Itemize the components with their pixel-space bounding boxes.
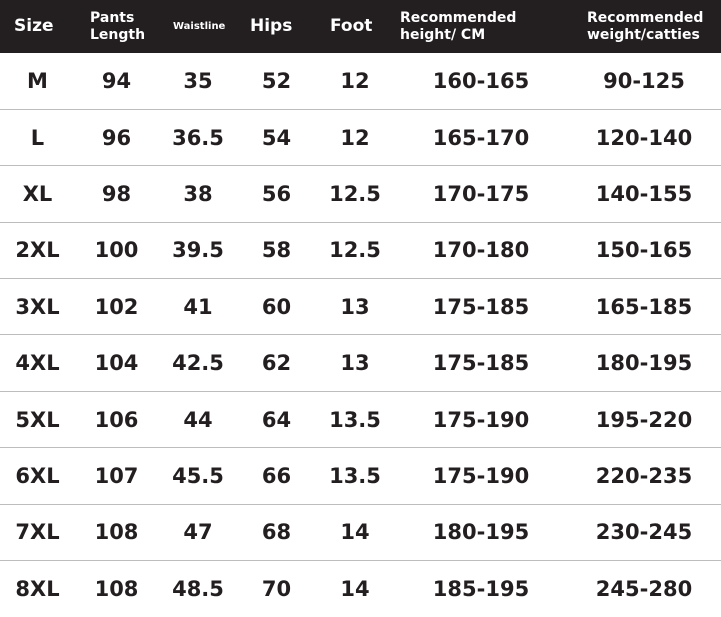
cell-recommended-weight: 120-140 xyxy=(595,125,693,150)
cell-recommended-height: 170-180 xyxy=(432,238,530,263)
cell-foot: 13 xyxy=(340,294,370,319)
cell-recommended-height: 185-195 xyxy=(432,576,530,601)
cell-recommended-height: 175-185 xyxy=(432,351,530,376)
table-row: L 96 36.5 54 12 165-170 120-140 xyxy=(0,109,721,166)
cell-foot: 12.5 xyxy=(329,181,381,206)
cell-size: M xyxy=(27,68,48,93)
cell-waistline: 42.5 xyxy=(172,351,224,376)
cell-foot: 12 xyxy=(340,125,370,150)
cell-size: 7XL xyxy=(15,520,60,545)
header-pants-length: Pants Length xyxy=(90,9,146,43)
cell-waistline: 44 xyxy=(183,407,213,432)
cell-hips: 64 xyxy=(261,407,292,432)
table-row: XL 98 38 56 12.5 170-175 140-155 xyxy=(0,166,721,223)
cell-recommended-weight: 180-195 xyxy=(595,351,693,376)
cell-recommended-weight: 165-185 xyxy=(595,294,693,319)
cell-pants-length: 100 xyxy=(94,238,139,263)
cell-hips: 54 xyxy=(261,125,292,150)
cell-hips: 52 xyxy=(261,68,292,93)
cell-recommended-weight: 140-155 xyxy=(595,181,693,206)
cell-recommended-weight: 245-280 xyxy=(595,576,693,601)
table-row: 2XL 100 39.5 58 12.5 170-180 150-165 xyxy=(0,222,721,279)
table-row: 7XL 108 47 68 14 180-195 230-245 xyxy=(0,504,721,561)
table-row: 4XL 104 42.5 62 13 175-185 180-195 xyxy=(0,335,721,392)
cell-recommended-weight: 220-235 xyxy=(595,463,693,488)
table-row: 8XL 108 48.5 70 14 185-195 245-280 xyxy=(0,561,721,617)
cell-waistline: 38 xyxy=(183,181,213,206)
cell-pants-length: 104 xyxy=(94,351,139,376)
table-row: M 94 35 52 12 160-165 90-125 xyxy=(0,53,721,110)
cell-waistline: 39.5 xyxy=(172,238,224,263)
cell-recommended-height: 165-170 xyxy=(432,125,530,150)
cell-pants-length: 106 xyxy=(94,407,139,432)
cell-foot: 13.5 xyxy=(329,463,381,488)
cell-size: 6XL xyxy=(15,463,60,488)
cell-pants-length: 94 xyxy=(101,68,132,93)
header-size: Size xyxy=(14,16,54,36)
cell-waistline: 45.5 xyxy=(172,463,224,488)
cell-pants-length: 108 xyxy=(94,520,139,545)
table-row: 3XL 102 41 60 13 175-185 165-185 xyxy=(0,279,721,335)
cell-foot: 14 xyxy=(340,520,370,545)
cell-pants-length: 102 xyxy=(94,294,139,319)
table-body: M 94 35 52 12 160-165 90-125 L 96 36.5 54 12 165-170… xyxy=(0,53,721,617)
cell-recommended-weight: 230-245 xyxy=(595,520,693,545)
cell-waistline: 48.5 xyxy=(172,576,224,601)
cell-foot: 13 xyxy=(340,351,370,376)
cell-recommended-height: 170-175 xyxy=(432,181,530,206)
cell-pants-length: 98 xyxy=(101,181,132,206)
cell-hips: 70 xyxy=(261,576,292,601)
header-row: Size Pants Length Waistline Hips Foot Recomme… xyxy=(0,0,721,53)
table-row: 5XL 106 44 64 13.5 175-190 195-220 xyxy=(0,391,721,448)
cell-size: L xyxy=(30,125,45,150)
cell-recommended-weight: 90-125 xyxy=(603,68,685,93)
header-waistline: Waistline xyxy=(173,21,226,32)
header-recommended-height: Recommended height/ CM xyxy=(400,9,517,43)
cell-hips: 56 xyxy=(261,181,292,206)
cell-pants-length: 108 xyxy=(94,576,139,601)
cell-size: 2XL xyxy=(15,238,60,263)
cell-hips: 58 xyxy=(261,238,292,263)
cell-waistline: 47 xyxy=(183,520,213,545)
cell-pants-length: 107 xyxy=(94,463,139,488)
table-row: 6XL 107 45.5 66 13.5 175-190 220-235 xyxy=(0,448,721,505)
cell-recommended-weight: 150-165 xyxy=(595,238,693,263)
cell-size: 4XL xyxy=(15,351,60,376)
cell-recommended-height: 160-165 xyxy=(432,68,530,93)
cell-recommended-height: 175-190 xyxy=(432,463,530,488)
cell-hips: 66 xyxy=(261,463,292,488)
cell-recommended-height: 180-195 xyxy=(432,520,530,545)
header-recommended-weight: Recommended weight/catties xyxy=(587,9,704,43)
cell-hips: 60 xyxy=(261,294,292,319)
cell-hips: 62 xyxy=(261,351,292,376)
cell-foot: 13.5 xyxy=(329,407,381,432)
cell-waistline: 36.5 xyxy=(172,125,224,150)
cell-waistline: 41 xyxy=(183,294,213,319)
cell-size: 3XL xyxy=(15,294,60,319)
cell-foot: 12.5 xyxy=(329,238,381,263)
cell-foot: 12 xyxy=(340,68,370,93)
cell-size: 8XL xyxy=(15,576,60,601)
header-foot: Foot xyxy=(330,16,373,36)
cell-size: XL xyxy=(22,181,53,206)
cell-recommended-height: 175-190 xyxy=(432,407,530,432)
cell-recommended-height: 175-185 xyxy=(432,294,530,319)
cell-hips: 68 xyxy=(261,520,292,545)
cell-foot: 14 xyxy=(340,576,370,601)
cell-waistline: 35 xyxy=(183,68,213,93)
header-hips: Hips xyxy=(250,16,293,36)
cell-pants-length: 96 xyxy=(101,125,132,150)
cell-recommended-weight: 195-220 xyxy=(595,407,693,432)
cell-size: 5XL xyxy=(15,407,60,432)
